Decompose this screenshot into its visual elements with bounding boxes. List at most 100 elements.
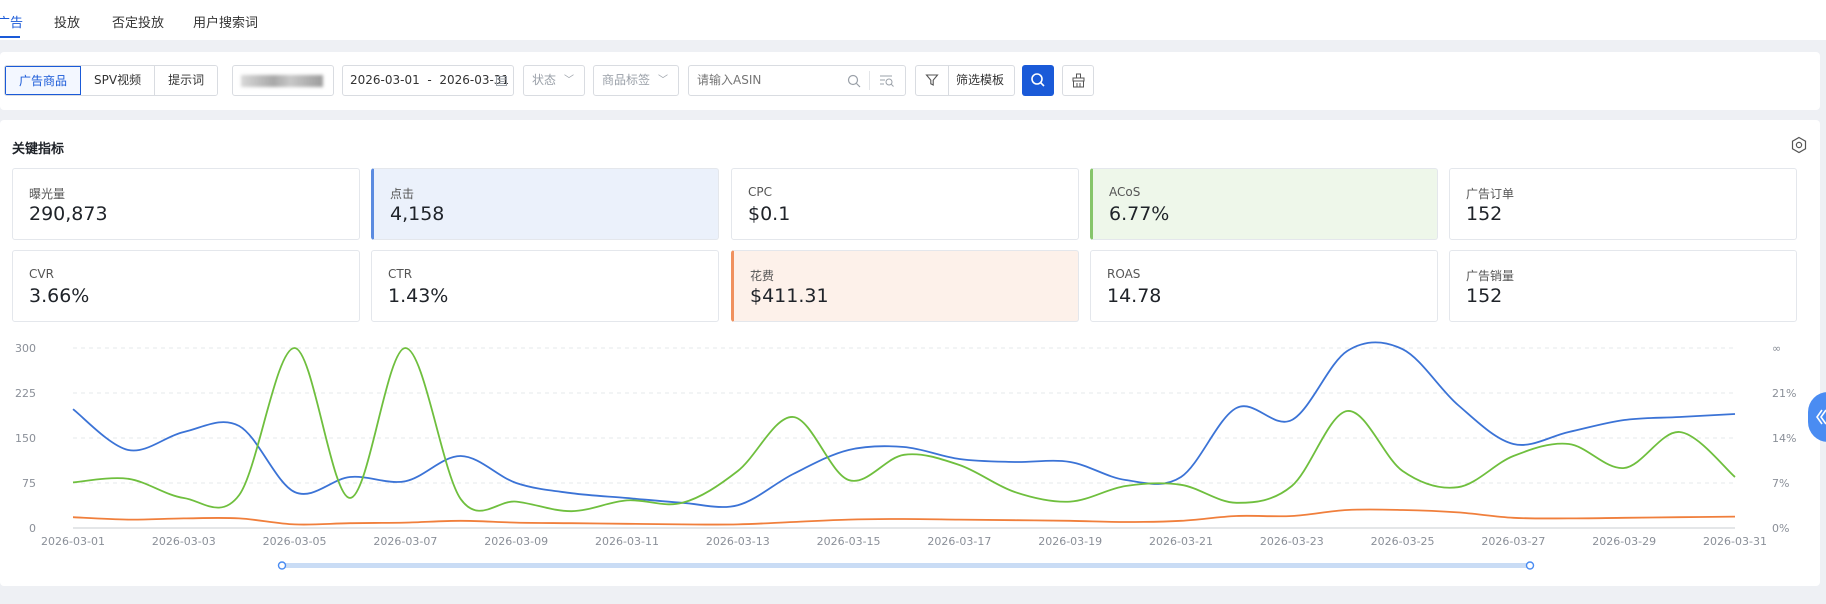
y-tick-label-right: 21% xyxy=(1772,387,1796,400)
metric-label: 点击 xyxy=(390,187,415,201)
metric-value: $411.31 xyxy=(750,285,829,307)
chevron-down-icon: ﹀ xyxy=(564,75,574,86)
metric-label: CPC xyxy=(748,185,772,199)
shop-selector[interactable] xyxy=(232,65,334,96)
x-tick-label: 2026-03-13 xyxy=(706,535,770,548)
metric-value: 6.77% xyxy=(1109,203,1170,225)
filter-template[interactable]: 筛选模板 xyxy=(915,65,1015,96)
broom-icon xyxy=(1072,73,1085,88)
segment-ad-products[interactable]: 广告商品 xyxy=(5,66,82,95)
y-tick-label-left: 225 xyxy=(15,387,36,400)
calendar-icon xyxy=(496,76,507,86)
x-tick-label: 2026-03-21 xyxy=(1149,535,1213,548)
metric-label: 曝光量 xyxy=(29,187,66,201)
search-button[interactable] xyxy=(1022,65,1054,96)
clear-button[interactable] xyxy=(1062,65,1094,96)
search-icon xyxy=(1031,73,1045,87)
status-placeholder: 状态 xyxy=(532,73,557,87)
metric-label: 广告销量 xyxy=(1466,269,1515,283)
top-nav: 广告 投放 否定投放 用户搜索词 xyxy=(0,0,1826,40)
y-tick-label-right: 0% xyxy=(1772,522,1789,535)
x-tick-label: 2026-03-01 xyxy=(41,535,105,548)
metric-card-ad-orders[interactable]: 广告订单 152 xyxy=(1449,168,1797,240)
filter-template-label: 筛选模板 xyxy=(956,73,1005,87)
x-tick-label: 2026-03-31 xyxy=(1703,535,1767,548)
metric-value: 4,158 xyxy=(390,203,445,225)
tab-placement[interactable]: 投放 xyxy=(54,16,81,31)
chevron-down-icon: ﹀ xyxy=(658,75,668,86)
status-select[interactable]: 状态 ﹀ xyxy=(523,65,585,96)
metric-card-ad-units[interactable]: 广告销量 152 xyxy=(1449,250,1797,322)
metric-label: 花费 xyxy=(750,269,775,283)
side-panel-toggle[interactable] xyxy=(1808,392,1826,442)
divider xyxy=(869,71,870,90)
y-tick-label-left: 300 xyxy=(15,342,36,355)
metric-card-roas[interactable]: ROAS 14.78 xyxy=(1090,250,1438,322)
date-range-picker[interactable]: 2026-03-01 - 2026-03-31 xyxy=(342,65,514,96)
asin-search[interactable] xyxy=(688,65,906,96)
search-icon[interactable] xyxy=(847,74,861,88)
metric-value: 1.43% xyxy=(388,285,449,307)
series-line-2 xyxy=(72,347,1736,513)
filter-icon[interactable] xyxy=(925,73,939,87)
x-tick-label: 2026-03-19 xyxy=(1038,535,1102,548)
metric-value: 14.78 xyxy=(1107,285,1162,307)
x-tick-label: 2026-03-17 xyxy=(927,535,991,548)
series-line-1 xyxy=(72,341,1736,508)
zoom-slider-handle-end xyxy=(1525,561,1535,570)
type-segment: 广告商品 SPV视频 提示词 xyxy=(4,65,219,96)
product-tag-placeholder: 商品标签 xyxy=(602,73,651,87)
x-tick-label: 2026-03-07 xyxy=(373,535,437,548)
y-tick-label-left: 0 xyxy=(29,522,36,535)
metric-value: $0.1 xyxy=(748,203,791,225)
zoom-slider-handle-start xyxy=(277,561,287,570)
metric-label: ACoS xyxy=(1109,185,1141,199)
redacted-shop-name xyxy=(241,75,323,87)
y-tick-label-right: 7% xyxy=(1772,477,1789,490)
date-range-text: 2026-03-01 - 2026-03-31 xyxy=(350,73,510,87)
metric-value: 152 xyxy=(1466,285,1503,307)
y-tick-label-right: ∞ xyxy=(1772,342,1781,355)
filter-bar: 广告商品 SPV视频 提示词 2026-03-01 - 2026-03-31 状… xyxy=(0,52,1820,110)
metric-label: 广告订单 xyxy=(1466,187,1515,201)
asin-search-input[interactable] xyxy=(697,66,847,94)
tab-ads[interactable]: 广告 xyxy=(0,16,24,31)
batch-search-icon[interactable] xyxy=(879,73,895,88)
metric-card-ctr[interactable]: CTR 1.43% xyxy=(371,250,719,322)
x-tick-label: 2026-03-23 xyxy=(1260,535,1324,548)
metric-value: 152 xyxy=(1466,203,1503,225)
product-tag-select[interactable]: 商品标签 ﹀ xyxy=(593,65,679,96)
key-metrics-panel: 关键指标 曝光量 290,873 点击 4,158 CPC $0.1 ACoS … xyxy=(0,120,1820,586)
y-tick-label-left: 150 xyxy=(15,432,36,445)
metric-card-impressions[interactable]: 曝光量 290,873 xyxy=(12,168,360,240)
tab-search-terms[interactable]: 用户搜索词 xyxy=(193,16,259,31)
trend-chart: 0 0% 75 7% 150 14% 225 21% 300 ∞ 2026-03-01 2026-03… xyxy=(15,341,1796,570)
segment-spv-video[interactable]: SPV视频 xyxy=(81,66,156,95)
metric-card-cpc[interactable]: CPC $0.1 xyxy=(731,168,1079,240)
x-tick-label: 2026-03-03 xyxy=(152,535,216,548)
tab-negative-placement[interactable]: 否定投放 xyxy=(112,16,165,31)
panel-title: 关键指标 xyxy=(12,142,65,157)
x-tick-label: 2026-03-05 xyxy=(263,535,327,548)
metric-card-cvr[interactable]: CVR 3.66% xyxy=(12,250,360,322)
x-tick-label: 2026-03-25 xyxy=(1371,535,1435,548)
divider xyxy=(948,66,949,95)
segment-prompts[interactable]: 提示词 xyxy=(155,66,218,95)
metric-value: 290,873 xyxy=(29,203,108,225)
metric-card-clicks[interactable]: 点击 4,158 xyxy=(371,168,719,240)
x-tick-label: 2026-03-09 xyxy=(484,535,548,548)
metric-label: CVR xyxy=(29,267,54,281)
y-tick-label-left: 75 xyxy=(22,477,36,490)
settings-gear-icon[interactable] xyxy=(1790,136,1808,154)
x-tick-label: 2026-03-11 xyxy=(595,535,659,548)
expand-left-icon xyxy=(1816,409,1826,425)
metric-card-acos[interactable]: ACoS 6.77% xyxy=(1090,168,1438,240)
metric-label: ROAS xyxy=(1107,267,1141,281)
active-tab-indicator xyxy=(0,36,20,38)
zoom-slider-track xyxy=(282,563,1530,568)
y-tick-label-right: 14% xyxy=(1772,432,1796,445)
x-tick-label: 2026-03-27 xyxy=(1481,535,1545,548)
metric-card-spend[interactable]: 花费 $411.31 xyxy=(731,250,1079,322)
x-tick-label: 2026-03-15 xyxy=(817,535,881,548)
metric-label: CTR xyxy=(388,267,413,281)
